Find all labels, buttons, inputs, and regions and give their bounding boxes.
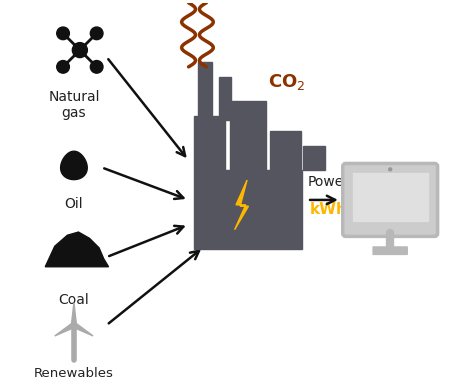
Bar [219,77,231,120]
Polygon shape [55,323,75,336]
Polygon shape [61,151,87,180]
Circle shape [72,323,76,327]
Circle shape [73,43,87,58]
Text: Natural
gas: Natural gas [48,89,100,120]
Polygon shape [46,232,109,267]
Bar [270,131,301,170]
Text: Oil: Oil [64,197,83,211]
Bar [353,173,428,221]
Circle shape [389,168,392,171]
Text: Coal: Coal [59,293,89,307]
Bar [230,102,265,170]
Text: Renewables: Renewables [34,368,114,380]
Circle shape [57,27,69,40]
Bar [193,116,225,170]
Polygon shape [235,180,248,230]
Polygon shape [72,303,76,325]
Text: Power: Power [308,175,350,189]
Text: kWh: kWh [310,202,348,217]
Circle shape [91,61,103,73]
Text: CO$_2$: CO$_2$ [268,72,305,92]
Polygon shape [73,323,93,336]
Circle shape [57,61,69,73]
Bar [303,146,325,170]
FancyBboxPatch shape [373,246,408,255]
Bar [193,170,302,249]
Circle shape [91,27,103,40]
FancyBboxPatch shape [343,163,438,237]
Bar [199,62,212,121]
